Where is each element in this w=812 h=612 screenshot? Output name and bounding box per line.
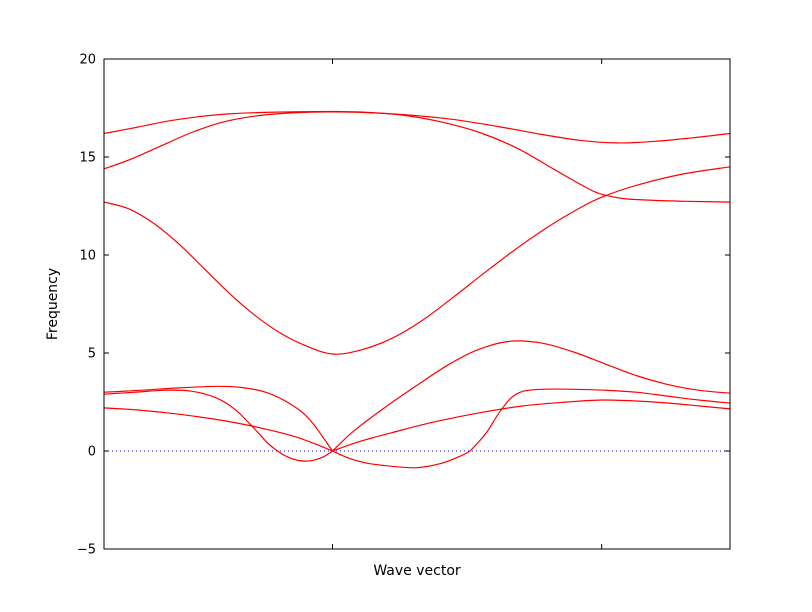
y-tick-label: 15 (79, 151, 96, 166)
plot-area: −5 0 5 10 15 20 (77, 53, 731, 558)
y-tick-label: 5 (88, 347, 96, 362)
optical-band-high-1-line (103, 110, 731, 203)
acoustic-band-3-line (103, 399, 731, 452)
y-tick-label: 0 (88, 445, 96, 460)
acoustic-band-2-line (103, 388, 731, 469)
y-tick-label: 20 (79, 53, 96, 68)
plot-frame (103, 58, 731, 550)
y-tick-label: 10 (79, 249, 96, 264)
optical-band-mid-line (103, 166, 731, 355)
x-axis-label: Wave vector (373, 563, 461, 579)
y-axis-label: Frequency (45, 268, 61, 340)
y-tick-label: −5 (77, 543, 96, 558)
optical-band-high-2-line (103, 111, 731, 170)
plot-background (104, 59, 730, 549)
acoustic-band-1-line (103, 340, 731, 452)
